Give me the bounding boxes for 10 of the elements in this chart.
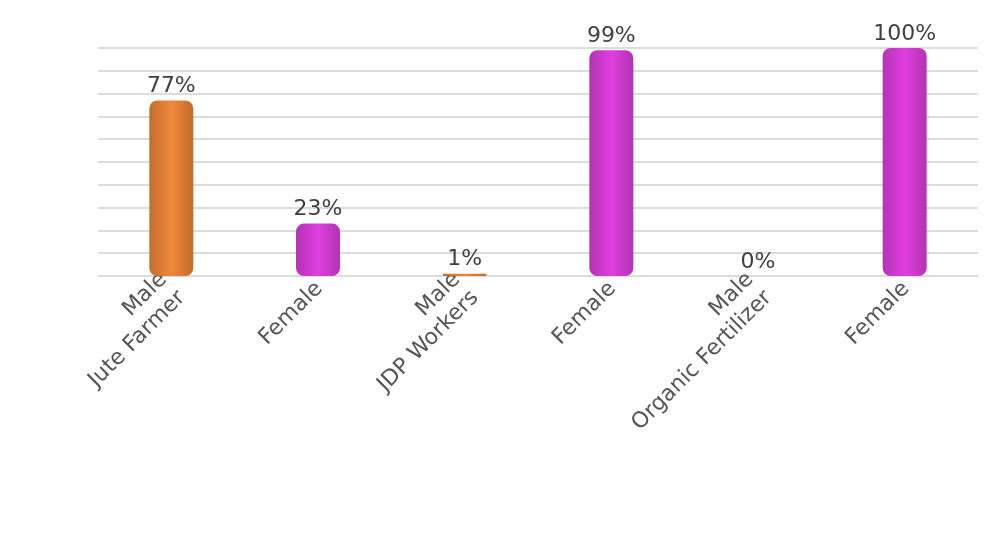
bar <box>296 223 340 276</box>
data-label: 0% <box>740 247 776 273</box>
bar <box>882 48 927 276</box>
data-label: 100% <box>873 19 937 45</box>
data-label: 1% <box>447 245 483 271</box>
data-label: 99% <box>586 21 636 47</box>
data-label: 23% <box>293 195 343 221</box>
data-label: 77% <box>146 71 196 97</box>
bar <box>149 100 194 276</box>
bar <box>589 50 634 276</box>
